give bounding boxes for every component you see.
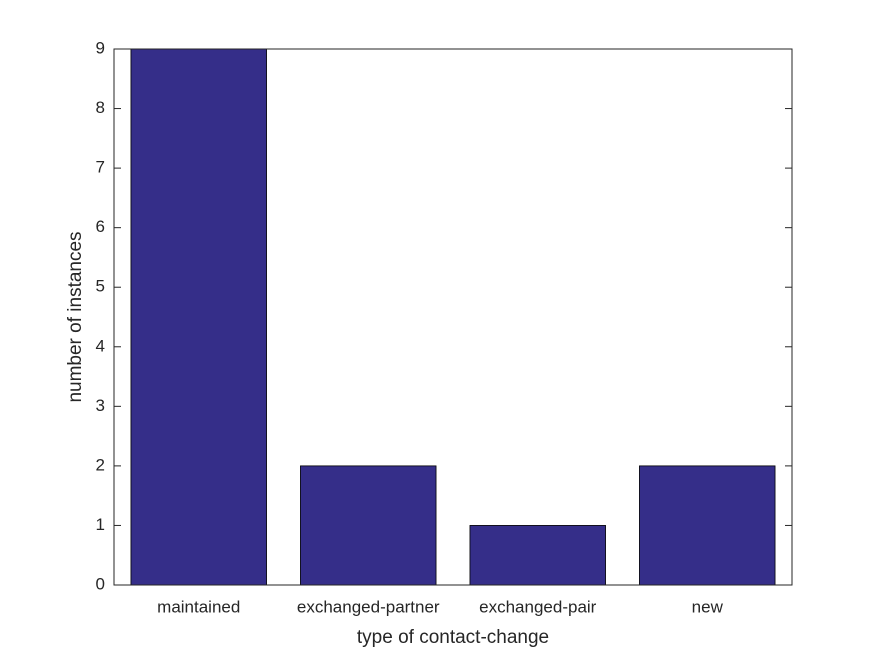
- bar: [130, 48, 267, 586]
- y-tick-label: 7: [96, 158, 105, 177]
- y-tick-label: 2: [96, 455, 105, 474]
- x-tick-label: new: [692, 597, 724, 616]
- bar: [300, 465, 437, 586]
- x-tick-label: maintained: [157, 597, 240, 616]
- y-tick-label: 1: [96, 515, 105, 534]
- x-axis-label: type of contact-change: [357, 627, 549, 648]
- y-tick-label: 6: [96, 217, 105, 236]
- y-tick-label: 4: [96, 336, 105, 355]
- bar: [469, 525, 606, 586]
- y-tick-label: 9: [96, 38, 105, 57]
- y-axis-label: number of instances: [65, 231, 86, 402]
- y-tick-label: 3: [96, 396, 105, 415]
- axes-box: [113, 48, 793, 586]
- x-tick-label: exchanged-partner: [297, 597, 440, 616]
- y-tick-label: 0: [96, 574, 105, 593]
- y-tick-label: 5: [96, 277, 105, 296]
- y-tick-label: 8: [96, 98, 105, 117]
- x-tick-label: exchanged-pair: [479, 597, 597, 616]
- bar: [639, 465, 776, 586]
